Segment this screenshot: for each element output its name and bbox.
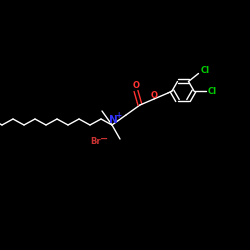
Text: O: O xyxy=(132,82,140,90)
Text: Cl: Cl xyxy=(208,86,217,96)
Text: −: − xyxy=(100,134,108,144)
Text: Br: Br xyxy=(91,136,101,145)
Text: Cl: Cl xyxy=(200,66,209,75)
Text: N: N xyxy=(108,115,118,125)
Text: O: O xyxy=(150,92,158,100)
Text: +: + xyxy=(115,112,121,120)
